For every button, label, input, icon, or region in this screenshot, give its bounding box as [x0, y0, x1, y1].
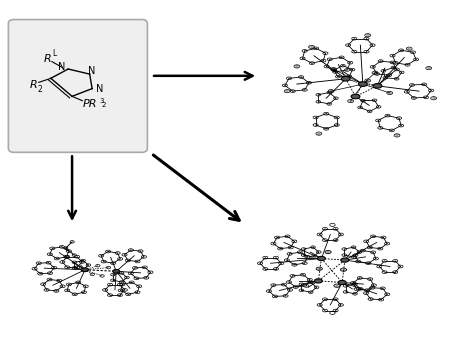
- Ellipse shape: [359, 82, 367, 86]
- Text: L: L: [53, 49, 57, 58]
- Ellipse shape: [338, 280, 346, 284]
- Text: 3: 3: [99, 98, 104, 104]
- Ellipse shape: [314, 279, 322, 283]
- Text: N: N: [88, 66, 96, 76]
- Text: PR: PR: [82, 99, 97, 109]
- Text: N: N: [96, 84, 103, 94]
- Ellipse shape: [341, 76, 350, 81]
- Text: R: R: [29, 80, 37, 90]
- Text: R: R: [43, 54, 51, 64]
- Text: 2: 2: [38, 85, 42, 94]
- Ellipse shape: [81, 268, 88, 272]
- Ellipse shape: [113, 269, 120, 273]
- Ellipse shape: [373, 84, 382, 88]
- FancyBboxPatch shape: [8, 20, 147, 152]
- Ellipse shape: [318, 256, 326, 261]
- Ellipse shape: [341, 258, 349, 262]
- Text: 2: 2: [101, 102, 106, 108]
- Text: N: N: [58, 62, 65, 72]
- Ellipse shape: [351, 94, 360, 99]
